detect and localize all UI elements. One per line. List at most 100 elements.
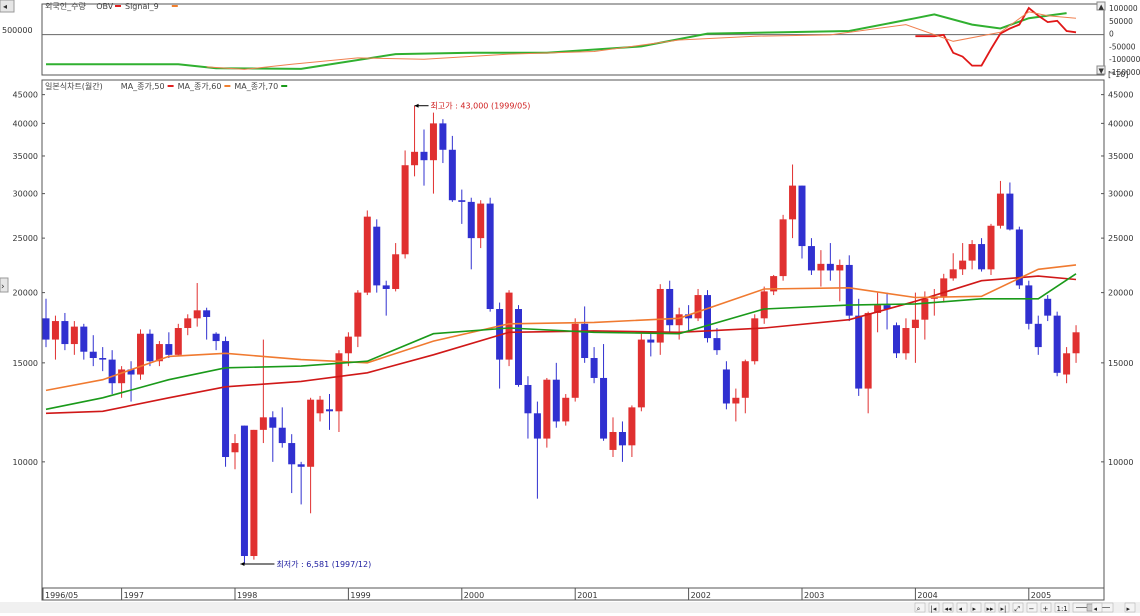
ratio-frame bbox=[1054, 602, 1070, 613]
candle-body bbox=[146, 333, 154, 362]
candle-body bbox=[335, 353, 343, 412]
candle-body bbox=[193, 310, 201, 319]
scroll-left-frame bbox=[1091, 602, 1103, 613]
fit-button[interactable]: ⤢ bbox=[1012, 602, 1024, 613]
candle-body bbox=[505, 292, 513, 360]
first-button[interactable]: |◂ bbox=[928, 602, 940, 613]
scroll-right-button[interactable]: ▸ bbox=[1124, 602, 1136, 613]
zoom-icon: ⌕ bbox=[917, 605, 921, 613]
candle-body bbox=[240, 425, 248, 557]
candle-body bbox=[874, 305, 882, 313]
y-tick-left: 10000 bbox=[13, 458, 38, 467]
next-page-button[interactable]: ▸▸ bbox=[984, 602, 996, 613]
y-tick-right: 45000 bbox=[1108, 91, 1133, 100]
candle-body bbox=[949, 269, 957, 279]
top-right-tick: -50000 bbox=[1109, 42, 1136, 51]
top-right-tick: -100000 bbox=[1109, 55, 1140, 64]
main-legend-label: MA_종가,60 bbox=[178, 82, 222, 91]
candle-body bbox=[789, 185, 797, 220]
prev-button[interactable]: ◂ bbox=[956, 602, 968, 613]
candle-body bbox=[647, 339, 655, 343]
main-panel: 10000 15000 20000 25000 30000 35000 40000 45000… bbox=[0, 79, 1133, 589]
y-tick-left: 40000 bbox=[13, 119, 38, 128]
x-axis-labels: 1996/05 1997 1998 1999 2000 2001 2002 2003 2004 2… bbox=[42, 588, 1051, 600]
scroll-right-icon: ▸ bbox=[1127, 605, 1131, 613]
scroll-left-button[interactable]: ◂ bbox=[1091, 602, 1103, 613]
candle-body bbox=[552, 379, 560, 422]
candle-body bbox=[704, 295, 711, 339]
x-axis: 1996/05 1997 1998 1999 2000 2001 2002 2003 2004 2… bbox=[41, 587, 1105, 601]
candle-body bbox=[987, 225, 995, 270]
main-right-axis: 10000 15000 20000 25000 30000 35000 40000 45000 bbox=[1101, 91, 1133, 467]
toolbar-background bbox=[0, 602, 1140, 613]
main-legend-label: MA_종가,70 bbox=[234, 82, 278, 91]
down-arrow-icon: ▼ bbox=[1099, 67, 1105, 75]
minus-button[interactable]: − bbox=[1026, 602, 1038, 613]
x-tick-label: 2005 bbox=[1031, 591, 1051, 600]
y-tick-right: 40000 bbox=[1108, 119, 1133, 128]
next-icon: ▸ bbox=[973, 605, 977, 613]
candle-body bbox=[1025, 285, 1033, 324]
candle-body bbox=[354, 292, 362, 337]
candle-body bbox=[515, 309, 522, 385]
x-tick-label: 1999 bbox=[350, 591, 370, 600]
side-collapse-button[interactable] bbox=[0, 277, 9, 293]
y-tick-left: 20000 bbox=[13, 289, 38, 298]
candle-body bbox=[477, 203, 485, 239]
candle-body bbox=[590, 358, 598, 378]
candle-body bbox=[297, 464, 305, 467]
ma-line-2 bbox=[45, 264, 1077, 392]
prev-page-button[interactable]: ◂◂ bbox=[942, 602, 954, 613]
candle-body bbox=[609, 432, 617, 450]
next-button[interactable]: ▸ bbox=[970, 602, 982, 613]
candle-body bbox=[996, 193, 1004, 226]
x-tick-label: 1998 bbox=[237, 591, 257, 600]
top-scroll-arrows[interactable]: ▲ ▼ bbox=[1096, 1, 1106, 75]
zoom-button[interactable]: ⌕ bbox=[914, 602, 926, 613]
x-tick-label: 2000 bbox=[464, 591, 484, 600]
candle-body bbox=[930, 297, 938, 299]
y-tick-right: 15000 bbox=[1108, 359, 1133, 368]
main-left-axis: 10000 15000 20000 25000 30000 35000 40000 45000 bbox=[13, 91, 45, 467]
prev-page-frame bbox=[942, 602, 954, 613]
candle-body bbox=[666, 288, 674, 326]
plus-button[interactable]: + bbox=[1040, 602, 1052, 613]
candle-body bbox=[968, 244, 976, 261]
top-legend-label: Signal_9 bbox=[125, 2, 159, 11]
candle-body bbox=[940, 278, 948, 298]
main-legend-label: MA_종가,50 bbox=[121, 82, 165, 91]
candle-body bbox=[70, 326, 78, 345]
candle-body bbox=[600, 377, 608, 439]
candle-body bbox=[855, 315, 863, 389]
next-page-frame bbox=[984, 602, 996, 613]
next-frame bbox=[970, 602, 982, 613]
scroll-up-button[interactable] bbox=[1096, 1, 1106, 11]
candle-body bbox=[448, 149, 456, 201]
candle-body bbox=[656, 288, 664, 343]
candle-body bbox=[581, 323, 589, 359]
low-arrow-head bbox=[240, 562, 245, 566]
scroll-down-button[interactable] bbox=[1096, 65, 1106, 75]
first-frame bbox=[928, 602, 940, 613]
candle-body bbox=[363, 216, 371, 293]
high-arrow-head bbox=[414, 103, 419, 108]
candle-body bbox=[89, 351, 97, 359]
candle-body bbox=[562, 397, 570, 422]
low-annotation: 최저가 : 6,581 (1997/12) bbox=[276, 559, 371, 569]
x-tick-label: 2001 bbox=[577, 591, 597, 600]
panel-menu-button[interactable] bbox=[0, 0, 15, 13]
y-tick-right: 20000 bbox=[1108, 289, 1133, 298]
candle-body bbox=[467, 201, 475, 239]
candle-body bbox=[779, 219, 787, 277]
candle-body bbox=[1034, 323, 1042, 348]
ratio-button[interactable]: 1:1 bbox=[1054, 602, 1070, 613]
top-series-line-1 bbox=[46, 12, 1067, 70]
x-tick-label: 1997 bbox=[124, 591, 144, 600]
candle-body bbox=[127, 369, 135, 375]
candle-body bbox=[486, 203, 494, 310]
candle-body bbox=[741, 361, 749, 398]
last-button[interactable]: ▸| bbox=[998, 602, 1010, 613]
prev-page-icon: ◂◂ bbox=[945, 605, 953, 613]
last-icon: ▸| bbox=[1001, 605, 1007, 613]
plus-frame bbox=[1040, 602, 1052, 613]
